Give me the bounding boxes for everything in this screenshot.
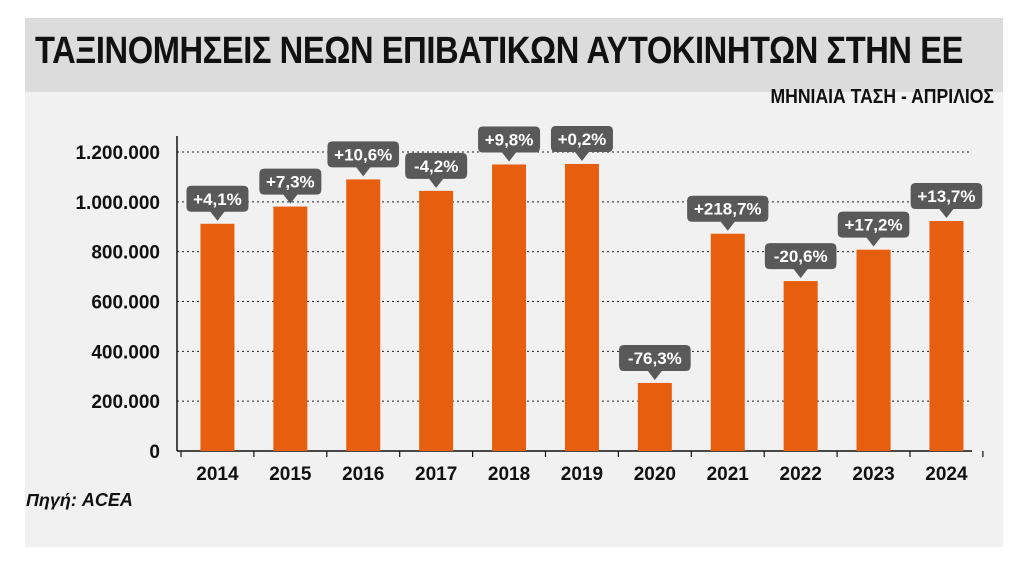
data-label: +10,6% [334,145,392,164]
x-tick-label: 2016 [342,464,384,485]
x-tick-label: 2023 [852,464,894,485]
y-tick-label: 0 [149,442,160,463]
data-label: +13,7% [917,187,975,206]
x-tick-label: 2021 [707,464,750,485]
data-label-callout [259,168,322,204]
y-tick-label: 400.000 [91,342,160,363]
y-tick-label: 200.000 [91,392,160,413]
bar [564,163,599,451]
data-label: +9,8% [485,130,534,149]
bar [710,233,745,451]
data-label: +0,2% [558,130,607,149]
data-label-callout [619,344,691,380]
data-label: +4,1% [193,190,242,209]
title-bar: ΤΑΞΙΝΟΜΗΣΕΙΣ ΝΕΩΝ ΕΠΙΒΑΤΙΚΩΝ ΑΥΤΟΚΙΝΗΤΩΝ… [25,18,1003,92]
data-label: +17,2% [844,216,902,235]
data-label-callout [478,126,541,162]
y-tick-label: 600.000 [91,293,160,314]
y-tick-label: 1.200.000 [75,143,160,164]
x-tick-label: 2024 [925,464,968,485]
data-label-callout [405,152,468,188]
x-tick-label: 2017 [415,464,457,485]
data-label: -20,6% [774,247,828,266]
bar [856,249,891,451]
y-tick-label: 800.000 [91,243,160,264]
x-tick-label: 2020 [634,464,676,485]
data-label: -4,2% [414,157,458,176]
bar [492,164,527,452]
data-label-callout [550,125,613,161]
chart-title: ΤΑΞΙΝΟΜΗΣΕΙΣ ΝΕΩΝ ΕΠΙΒΑΤΙΚΩΝ ΑΥΤΟΚΙΝΗΤΩΝ… [35,30,963,72]
x-tick-label: 2019 [561,464,603,485]
data-label-callout [764,243,837,279]
bar [273,206,308,451]
x-tick-label: 2015 [269,464,312,485]
y-tick-label: 1.000.000 [75,193,160,214]
data-label-callout [837,211,910,247]
x-tick-label: 2018 [488,464,530,485]
data-label-callout [327,141,400,177]
data-label: +7,3% [266,173,315,192]
x-tick-label: 2014 [196,464,239,485]
data-label: +218,7% [694,200,762,219]
data-label: -76,3% [628,349,682,368]
bar [929,221,964,451]
source-note: Πηγή: ACEA [26,490,133,510]
bar [200,223,235,451]
chart-frame: ΤΑΞΙΝΟΜΗΣΕΙΣ ΝΕΩΝ ΕΠΙΒΑΤΙΚΩΝ ΑΥΤΟΚΙΝΗΤΩΝ… [25,18,1003,547]
bar [637,382,672,451]
x-tick-label: 2022 [780,464,822,485]
bar [419,190,454,451]
bar [783,281,818,451]
data-label-callout [186,185,249,221]
chart-subtitle: ΜΗΝΙΑΙΑ ΤΑΣΗ - ΑΠΡΙΛΙΟΣ [770,86,994,108]
data-label-callout [910,183,983,219]
data-label-callout [687,195,769,231]
bar [346,179,381,452]
